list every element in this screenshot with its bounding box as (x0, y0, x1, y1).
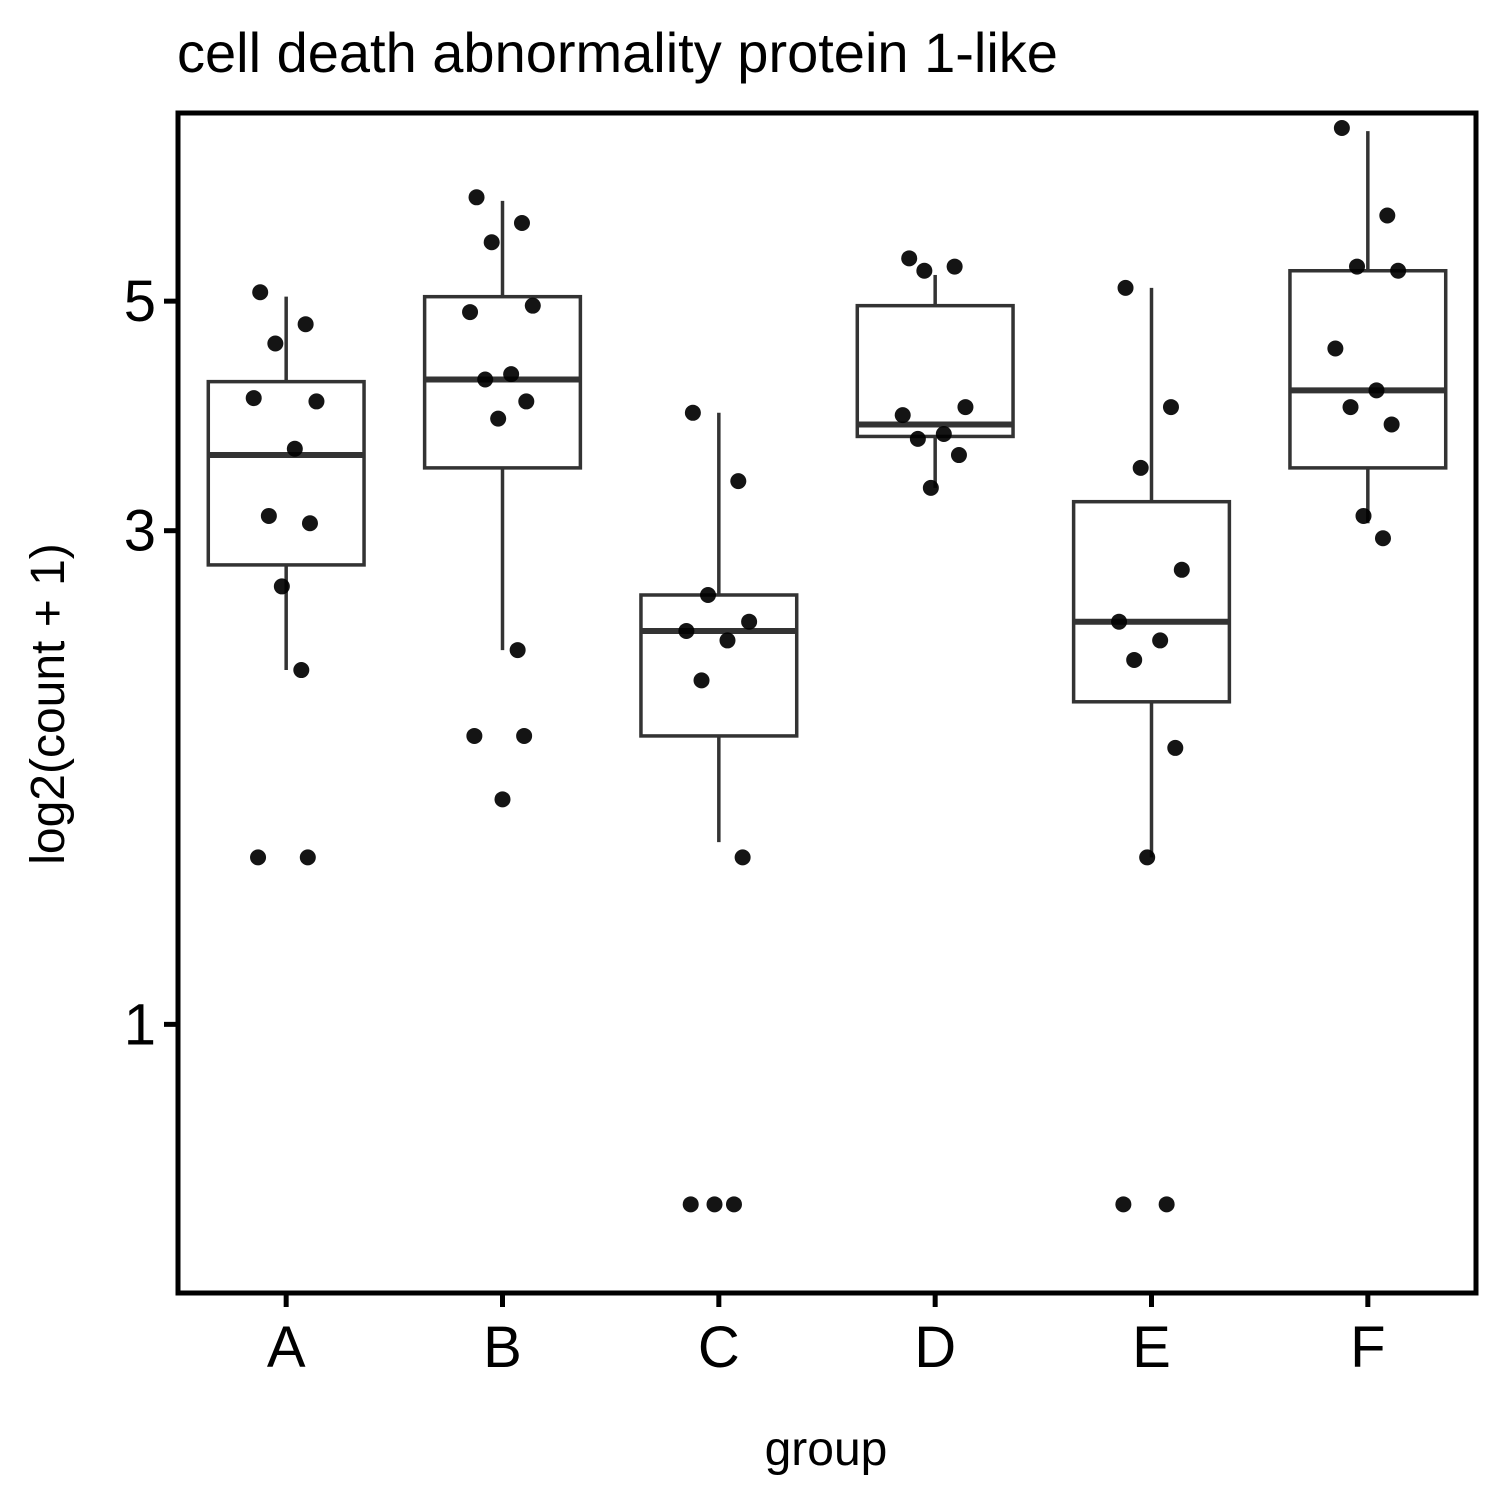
point-layer (245, 120, 1407, 1213)
data-point (250, 849, 267, 866)
data-point (1139, 849, 1156, 866)
data-point (1333, 120, 1350, 137)
data-point (483, 234, 500, 251)
data-point (946, 258, 963, 275)
data-point (706, 1196, 723, 1213)
data-point (297, 316, 314, 333)
x-tick-label: A (267, 1315, 306, 1380)
data-point (267, 335, 284, 352)
data-point (466, 727, 483, 744)
box-body (1288, 268, 1448, 470)
data-point (719, 632, 736, 649)
data-point (1390, 262, 1407, 279)
data-point (700, 586, 717, 603)
data-point (1173, 561, 1190, 578)
data-point (1368, 382, 1385, 399)
box-A (206, 296, 366, 671)
data-point (273, 578, 290, 595)
y-tick-label: 1 (124, 992, 156, 1057)
x-tick-label: D (914, 1315, 956, 1380)
data-point (462, 304, 479, 321)
data-point (1349, 258, 1366, 275)
x-tick-label: C (698, 1315, 740, 1380)
box-C (639, 412, 799, 843)
data-point (1115, 1196, 1132, 1213)
data-point (1383, 416, 1400, 433)
data-point (901, 250, 918, 267)
box-body (855, 303, 1015, 439)
axes: 1 3 5 A B C D E F (124, 110, 1479, 1380)
box-body (206, 379, 366, 567)
data-point (909, 430, 926, 447)
data-point (1126, 651, 1143, 668)
data-point (693, 672, 710, 689)
data-point (1158, 1196, 1175, 1213)
x-tick-label: F (1350, 1315, 1385, 1380)
data-point (293, 662, 310, 679)
x-axis-label: group (765, 1423, 888, 1476)
data-point (299, 849, 316, 866)
box-layer (206, 131, 1448, 858)
data-point (301, 515, 318, 532)
data-point (684, 404, 701, 421)
data-point (734, 849, 751, 866)
data-point (477, 371, 494, 388)
box-F (1288, 131, 1448, 524)
data-point (1379, 207, 1396, 224)
x-tick-label: E (1132, 1315, 1171, 1380)
y-tick-label: 5 (124, 269, 156, 334)
box-E (1071, 287, 1232, 858)
data-point (678, 622, 695, 639)
data-point (494, 791, 511, 808)
data-point (490, 410, 507, 427)
data-point (894, 407, 911, 424)
data-point (730, 473, 747, 490)
data-point (1152, 632, 1169, 649)
data-point (1117, 279, 1134, 296)
data-point (1374, 530, 1391, 547)
data-point (950, 447, 967, 464)
box-body (639, 593, 799, 738)
data-point (682, 1196, 699, 1213)
data-point (524, 297, 541, 314)
data-point (513, 214, 530, 231)
data-point (516, 727, 533, 744)
data-point (468, 189, 485, 206)
data-point (518, 393, 535, 410)
y-axis-label: log2(count + 1) (22, 543, 75, 865)
chart-title: cell death abnormality protein 1-like (177, 21, 1058, 84)
x-tick-label: B (483, 1315, 522, 1380)
data-point (725, 1196, 742, 1213)
data-point (1132, 459, 1149, 476)
data-point (509, 642, 526, 659)
data-point (741, 613, 758, 630)
data-point (916, 262, 933, 279)
data-point (1111, 613, 1128, 630)
panel-border (175, 110, 1479, 1296)
data-point (957, 399, 974, 416)
data-point (503, 366, 520, 383)
data-point (1327, 340, 1344, 357)
data-point (252, 284, 269, 301)
data-point (1342, 399, 1359, 416)
data-point (935, 426, 952, 443)
data-point (922, 479, 939, 496)
box-D (855, 274, 1015, 488)
box-body (1071, 499, 1232, 704)
y-tick-label: 3 (124, 499, 156, 564)
data-point (1355, 507, 1372, 524)
data-point (245, 390, 262, 407)
data-point (308, 393, 325, 410)
data-point (1167, 739, 1184, 756)
data-point (286, 440, 303, 457)
box-B (422, 200, 583, 651)
data-point (1162, 399, 1179, 416)
data-point (260, 507, 277, 524)
